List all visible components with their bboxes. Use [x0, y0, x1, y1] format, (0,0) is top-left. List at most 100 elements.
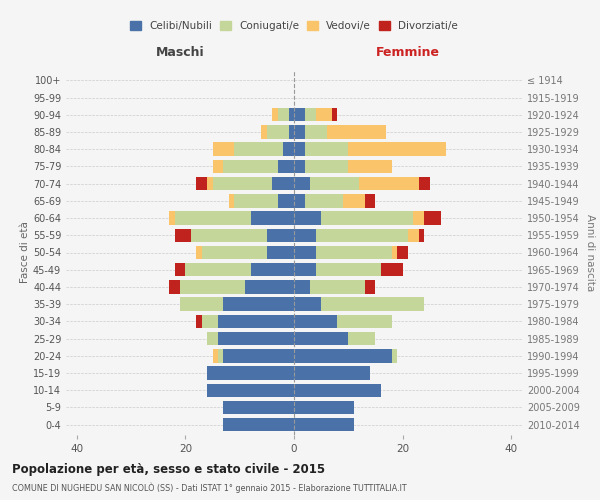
Bar: [234, 142, 283, 156]
Bar: [294, 400, 354, 414]
Bar: [305, 142, 348, 156]
Bar: [175, 228, 191, 242]
Bar: [245, 280, 294, 293]
Bar: [294, 177, 310, 190]
Bar: [207, 177, 212, 190]
Bar: [359, 177, 419, 190]
Bar: [305, 126, 326, 138]
Bar: [267, 228, 294, 242]
Bar: [316, 263, 381, 276]
Bar: [207, 366, 294, 380]
Bar: [343, 194, 365, 207]
Bar: [305, 108, 316, 122]
Bar: [191, 228, 267, 242]
Text: Maschi: Maschi: [155, 46, 205, 59]
Bar: [348, 160, 392, 173]
Bar: [278, 194, 294, 207]
Bar: [294, 384, 381, 397]
Bar: [180, 280, 245, 293]
Bar: [218, 332, 294, 345]
Bar: [316, 108, 332, 122]
Bar: [207, 384, 294, 397]
Legend: Celibi/Nubili, Coniugati/e, Vedovi/e, Divorziati/e: Celibi/Nubili, Coniugati/e, Vedovi/e, Di…: [128, 19, 460, 34]
Bar: [207, 332, 218, 345]
Bar: [392, 349, 397, 362]
Bar: [175, 212, 251, 225]
Bar: [348, 332, 376, 345]
Bar: [294, 212, 321, 225]
Bar: [294, 280, 310, 293]
Bar: [365, 194, 376, 207]
Bar: [212, 177, 272, 190]
Bar: [294, 108, 305, 122]
Bar: [251, 263, 294, 276]
Bar: [419, 228, 424, 242]
Bar: [272, 177, 294, 190]
Bar: [419, 177, 430, 190]
Bar: [294, 194, 305, 207]
Bar: [267, 246, 294, 259]
Bar: [294, 263, 316, 276]
Bar: [272, 108, 278, 122]
Bar: [305, 160, 348, 173]
Bar: [294, 418, 354, 432]
Bar: [413, 212, 424, 225]
Bar: [321, 298, 424, 311]
Bar: [218, 314, 294, 328]
Bar: [278, 108, 289, 122]
Bar: [294, 314, 337, 328]
Bar: [305, 194, 343, 207]
Bar: [267, 126, 289, 138]
Bar: [294, 228, 316, 242]
Bar: [196, 246, 202, 259]
Text: Femmine: Femmine: [376, 46, 440, 59]
Bar: [223, 298, 294, 311]
Bar: [223, 400, 294, 414]
Bar: [294, 142, 305, 156]
Bar: [392, 246, 397, 259]
Bar: [223, 418, 294, 432]
Bar: [365, 280, 376, 293]
Y-axis label: Anni di nascita: Anni di nascita: [585, 214, 595, 291]
Bar: [337, 314, 392, 328]
Bar: [278, 160, 294, 173]
Bar: [381, 263, 403, 276]
Bar: [202, 314, 218, 328]
Bar: [326, 126, 386, 138]
Bar: [196, 314, 202, 328]
Bar: [212, 160, 223, 173]
Bar: [289, 108, 294, 122]
Bar: [223, 349, 294, 362]
Y-axis label: Fasce di età: Fasce di età: [20, 222, 30, 284]
Bar: [283, 142, 294, 156]
Bar: [251, 212, 294, 225]
Bar: [294, 160, 305, 173]
Bar: [212, 142, 234, 156]
Bar: [316, 246, 392, 259]
Bar: [332, 108, 337, 122]
Bar: [294, 366, 370, 380]
Bar: [408, 228, 419, 242]
Bar: [212, 349, 218, 362]
Text: COMUNE DI NUGHEDU SAN NICOLÒ (SS) - Dati ISTAT 1° gennaio 2015 - Elaborazione TU: COMUNE DI NUGHEDU SAN NICOLÒ (SS) - Dati…: [12, 482, 407, 493]
Bar: [397, 246, 408, 259]
Bar: [289, 126, 294, 138]
Text: Popolazione per età, sesso e stato civile - 2015: Popolazione per età, sesso e stato civil…: [12, 462, 325, 475]
Bar: [229, 194, 234, 207]
Bar: [348, 142, 446, 156]
Bar: [223, 160, 278, 173]
Bar: [185, 263, 251, 276]
Bar: [175, 263, 185, 276]
Bar: [424, 212, 440, 225]
Bar: [310, 280, 365, 293]
Bar: [294, 126, 305, 138]
Bar: [180, 298, 223, 311]
Bar: [202, 246, 267, 259]
Bar: [294, 298, 321, 311]
Bar: [169, 212, 175, 225]
Bar: [321, 212, 413, 225]
Bar: [294, 246, 316, 259]
Bar: [294, 349, 392, 362]
Bar: [196, 177, 207, 190]
Bar: [316, 228, 408, 242]
